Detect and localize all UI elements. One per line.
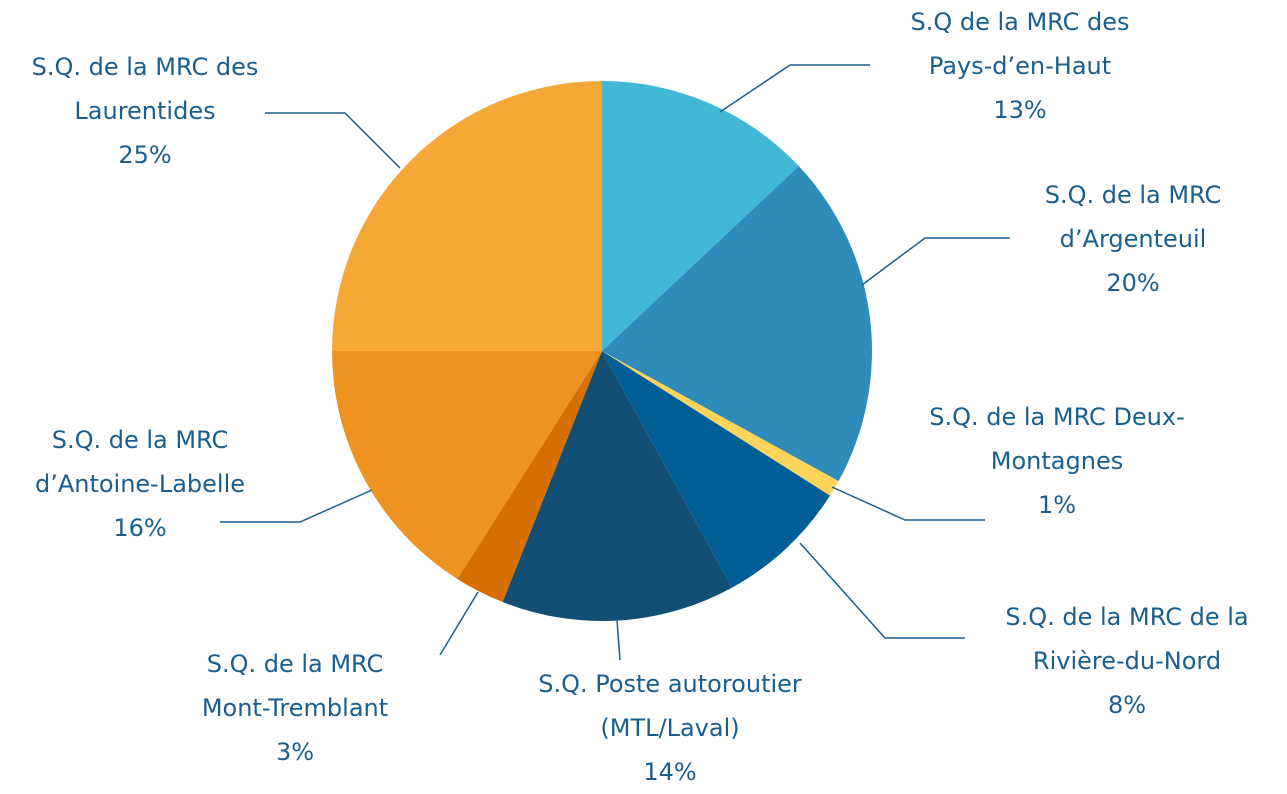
slice-label: S.Q. de la MRC Deux-Montagnes 1% <box>897 395 1217 527</box>
category-label: S.Q. de la MRC Deux-Montagnes <box>929 403 1185 475</box>
leader-line <box>439 591 479 656</box>
pie-slice <box>457 351 602 603</box>
slice-label: S.Q. de la MRC Mont-Tremblant 3% <box>175 642 415 774</box>
pie-slice <box>502 351 733 622</box>
value-label: 8% <box>1107 691 1147 719</box>
value-label: 14% <box>643 758 697 786</box>
pie-slice <box>602 351 839 496</box>
pie-slice <box>602 166 872 482</box>
slice-label: S.Q. Poste autoroutier (MTL/Laval) 14% <box>505 662 835 794</box>
value-label: 16% <box>113 514 167 542</box>
value-label: 3% <box>275 738 315 766</box>
leader-line <box>220 489 373 523</box>
category-label: S.Q. de la MRC des Laurentides <box>31 53 259 125</box>
category-label: S.Q. de la MRC d’Argenteuil <box>1044 181 1222 253</box>
pie-slice <box>602 351 830 588</box>
category-label: S.Q. de la MRC d’Antoine-Labelle <box>34 426 246 498</box>
category-label: S.Q. de la MRC Mont-Tremblant <box>201 650 389 722</box>
category-label: S.Q de la MRC des Pays-d’en-Haut <box>910 8 1130 80</box>
value-label: 13% <box>993 96 1047 124</box>
slice-label: S.Q. de la MRC des Laurentides 25% <box>0 45 295 177</box>
slice-label: S.Q. de la MRC d’Argenteuil 20% <box>1023 173 1243 305</box>
leader-line <box>799 542 965 639</box>
value-label: 20% <box>1106 269 1160 297</box>
category-label: S.Q. de la MRC de la Rivière-du-Nord <box>1005 603 1249 675</box>
value-label: 25% <box>118 141 172 169</box>
slice-label: S.Q. de la MRC d’Antoine-Labelle 16% <box>5 418 275 550</box>
pie-slice <box>332 351 602 579</box>
leader-line <box>265 112 401 169</box>
category-label: S.Q. Poste autoroutier (MTL/Laval) <box>538 670 802 742</box>
leader-line <box>861 237 1010 286</box>
leader-line <box>719 64 870 113</box>
leader-line <box>831 486 985 521</box>
leader-line <box>616 619 621 661</box>
pie-slice <box>332 81 602 351</box>
value-label: 1% <box>1037 491 1077 519</box>
slice-label: S.Q. de la MRC de la Rivière-du-Nord 8% <box>972 595 1282 727</box>
slice-label: S.Q de la MRC des Pays-d’en-Haut 13% <box>875 0 1165 132</box>
pie-slice <box>602 81 799 351</box>
